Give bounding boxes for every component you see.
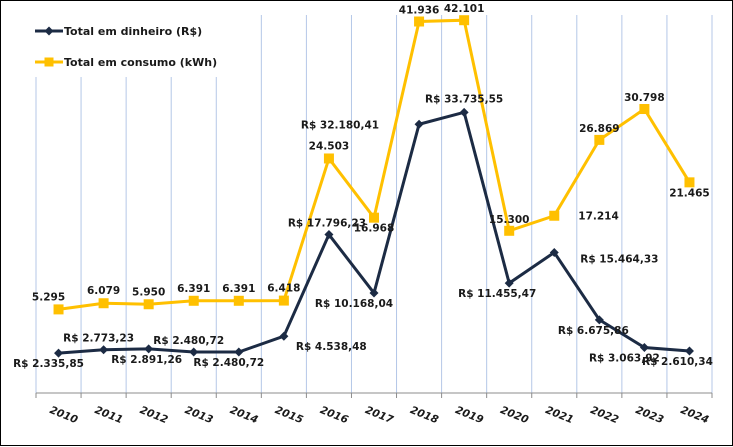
x-tick-label: 2017 xyxy=(363,404,395,426)
data-label-consumo: 30.798 xyxy=(624,92,665,104)
data-label-consumo: 6.391 xyxy=(177,283,210,295)
x-tick-label: 2011 xyxy=(93,404,125,426)
data-label-consumo: 41.936 xyxy=(399,5,440,17)
data-point-dinheiro[interactable] xyxy=(414,119,424,129)
data-point-consumo[interactable] xyxy=(278,295,289,306)
x-tick-label: 2013 xyxy=(183,404,215,426)
data-label-dinheiro: R$ 2.480,72 xyxy=(153,335,224,347)
data-point-dinheiro[interactable] xyxy=(549,247,559,257)
data-label-dinheiro: R$ 2.773,23 xyxy=(63,333,134,345)
x-tick-label: 2024 xyxy=(679,404,711,426)
legend-item-dinheiro[interactable]: Total em dinheiro (R$) xyxy=(35,25,202,38)
data-point-consumo[interactable] xyxy=(323,153,334,164)
x-tick-label: 2019 xyxy=(453,404,485,426)
data-point-dinheiro[interactable] xyxy=(144,344,154,354)
data-point-dinheiro[interactable] xyxy=(54,348,64,358)
data-point-dinheiro[interactable] xyxy=(189,347,199,357)
data-label-dinheiro: R$ 33.735,55 xyxy=(425,93,503,105)
data-point-consumo[interactable] xyxy=(639,104,650,115)
data-label-dinheiro: R$ 2.335,85 xyxy=(13,358,84,370)
legend: Total em dinheiro (R$) Total em consumo … xyxy=(35,25,217,69)
data-label-dinheiro: R$ 2.480,72 xyxy=(193,357,264,369)
data-label-consumo: 5.295 xyxy=(32,291,65,303)
x-axis: 2010 2011 2012 2013 2014 2015 2016 2017 2018 2019… xyxy=(35,392,713,427)
gridlines xyxy=(35,15,713,393)
data-point-dinheiro[interactable] xyxy=(369,288,379,298)
x-tick-label: 2012 xyxy=(138,404,170,426)
data-label-dinheiro: R$ 4.538,48 xyxy=(296,341,367,353)
data-label-consumo: 6.418 xyxy=(267,283,300,295)
data-point-consumo[interactable] xyxy=(188,295,199,306)
data-label-dinheiro: R$ 2.891,26 xyxy=(111,354,182,366)
data-labels: R$ 2.335,85 R$ 2.773,23 R$ 2.891,26 R$ 2.48… xyxy=(13,3,713,370)
data-label-consumo: 26.869 xyxy=(579,123,620,135)
data-label-dinheiro: R$ 6.675,86 xyxy=(558,325,629,337)
legend-label-consumo: Total em consumo (kWh) xyxy=(64,56,217,69)
data-point-consumo[interactable] xyxy=(233,295,244,306)
data-label-consumo: 5.950 xyxy=(132,286,165,298)
data-point-consumo[interactable] xyxy=(369,212,379,223)
data-label-dinheiro: R$ 2.610,34 xyxy=(642,356,713,368)
data-point-dinheiro[interactable] xyxy=(504,278,514,288)
data-label-consumo: 24.503 xyxy=(309,140,350,152)
data-point-consumo[interactable] xyxy=(459,15,470,26)
data-point-consumo[interactable] xyxy=(53,304,64,315)
data-label-dinheiro: R$ 11.455,47 xyxy=(458,288,536,300)
data-point-dinheiro[interactable] xyxy=(459,107,469,117)
data-label-dinheiro: R$ 10.168,04 xyxy=(315,298,393,310)
data-point-dinheiro[interactable] xyxy=(279,331,289,341)
data-point-dinheiro[interactable] xyxy=(684,346,694,356)
x-tick-label: 2015 xyxy=(273,404,305,426)
x-tick-label: 2018 xyxy=(408,404,440,426)
x-tick-label: 2022 xyxy=(589,404,621,426)
data-label-dinheiro: R$ 15.464,33 xyxy=(580,253,658,265)
data-label-dinheiro: R$ 3.063,92 xyxy=(589,353,660,365)
data-label-consumo: 21.465 xyxy=(669,187,710,199)
data-label-consumo: 15.300 xyxy=(489,214,530,226)
data-point-consumo[interactable] xyxy=(504,225,515,236)
x-tick-label: 2020 xyxy=(499,404,531,426)
data-point-dinheiro[interactable] xyxy=(234,347,244,357)
data-label-dinheiro: R$ 17.796,23 xyxy=(288,218,366,230)
data-label-dinheiro: R$ 32.180,41 xyxy=(301,119,379,131)
x-tick-label: 2010 xyxy=(48,404,80,426)
legend-item-consumo[interactable]: Total em consumo (kWh) xyxy=(35,56,217,69)
data-label-consumo: 17.214 xyxy=(578,211,619,223)
legend-label-dinheiro: Total em dinheiro (R$) xyxy=(64,25,202,38)
x-tick-label: 2021 xyxy=(544,404,576,426)
data-label-consumo: 6.391 xyxy=(222,283,255,295)
x-tick-label: 2016 xyxy=(318,404,350,426)
data-point-dinheiro[interactable] xyxy=(324,230,334,240)
data-label-consumo: 6.079 xyxy=(87,285,120,297)
data-point-consumo[interactable] xyxy=(143,299,154,310)
data-point-dinheiro[interactable] xyxy=(594,315,604,325)
data-point-consumo[interactable] xyxy=(594,134,605,145)
x-tick-label: 2014 xyxy=(228,404,260,426)
data-label-consumo: 16.968 xyxy=(354,223,395,235)
series-markers xyxy=(53,15,695,358)
square-marker-icon xyxy=(44,57,54,67)
data-point-dinheiro[interactable] xyxy=(639,343,649,353)
data-point-consumo[interactable] xyxy=(684,177,695,188)
data-point-consumo[interactable] xyxy=(549,210,560,221)
diamond-marker-icon xyxy=(44,26,54,36)
x-tick-label: 2023 xyxy=(634,404,666,426)
data-point-consumo[interactable] xyxy=(414,16,425,27)
data-point-dinheiro[interactable] xyxy=(99,345,109,355)
data-point-consumo[interactable] xyxy=(98,298,109,309)
data-label-consumo: 42.101 xyxy=(444,3,485,15)
